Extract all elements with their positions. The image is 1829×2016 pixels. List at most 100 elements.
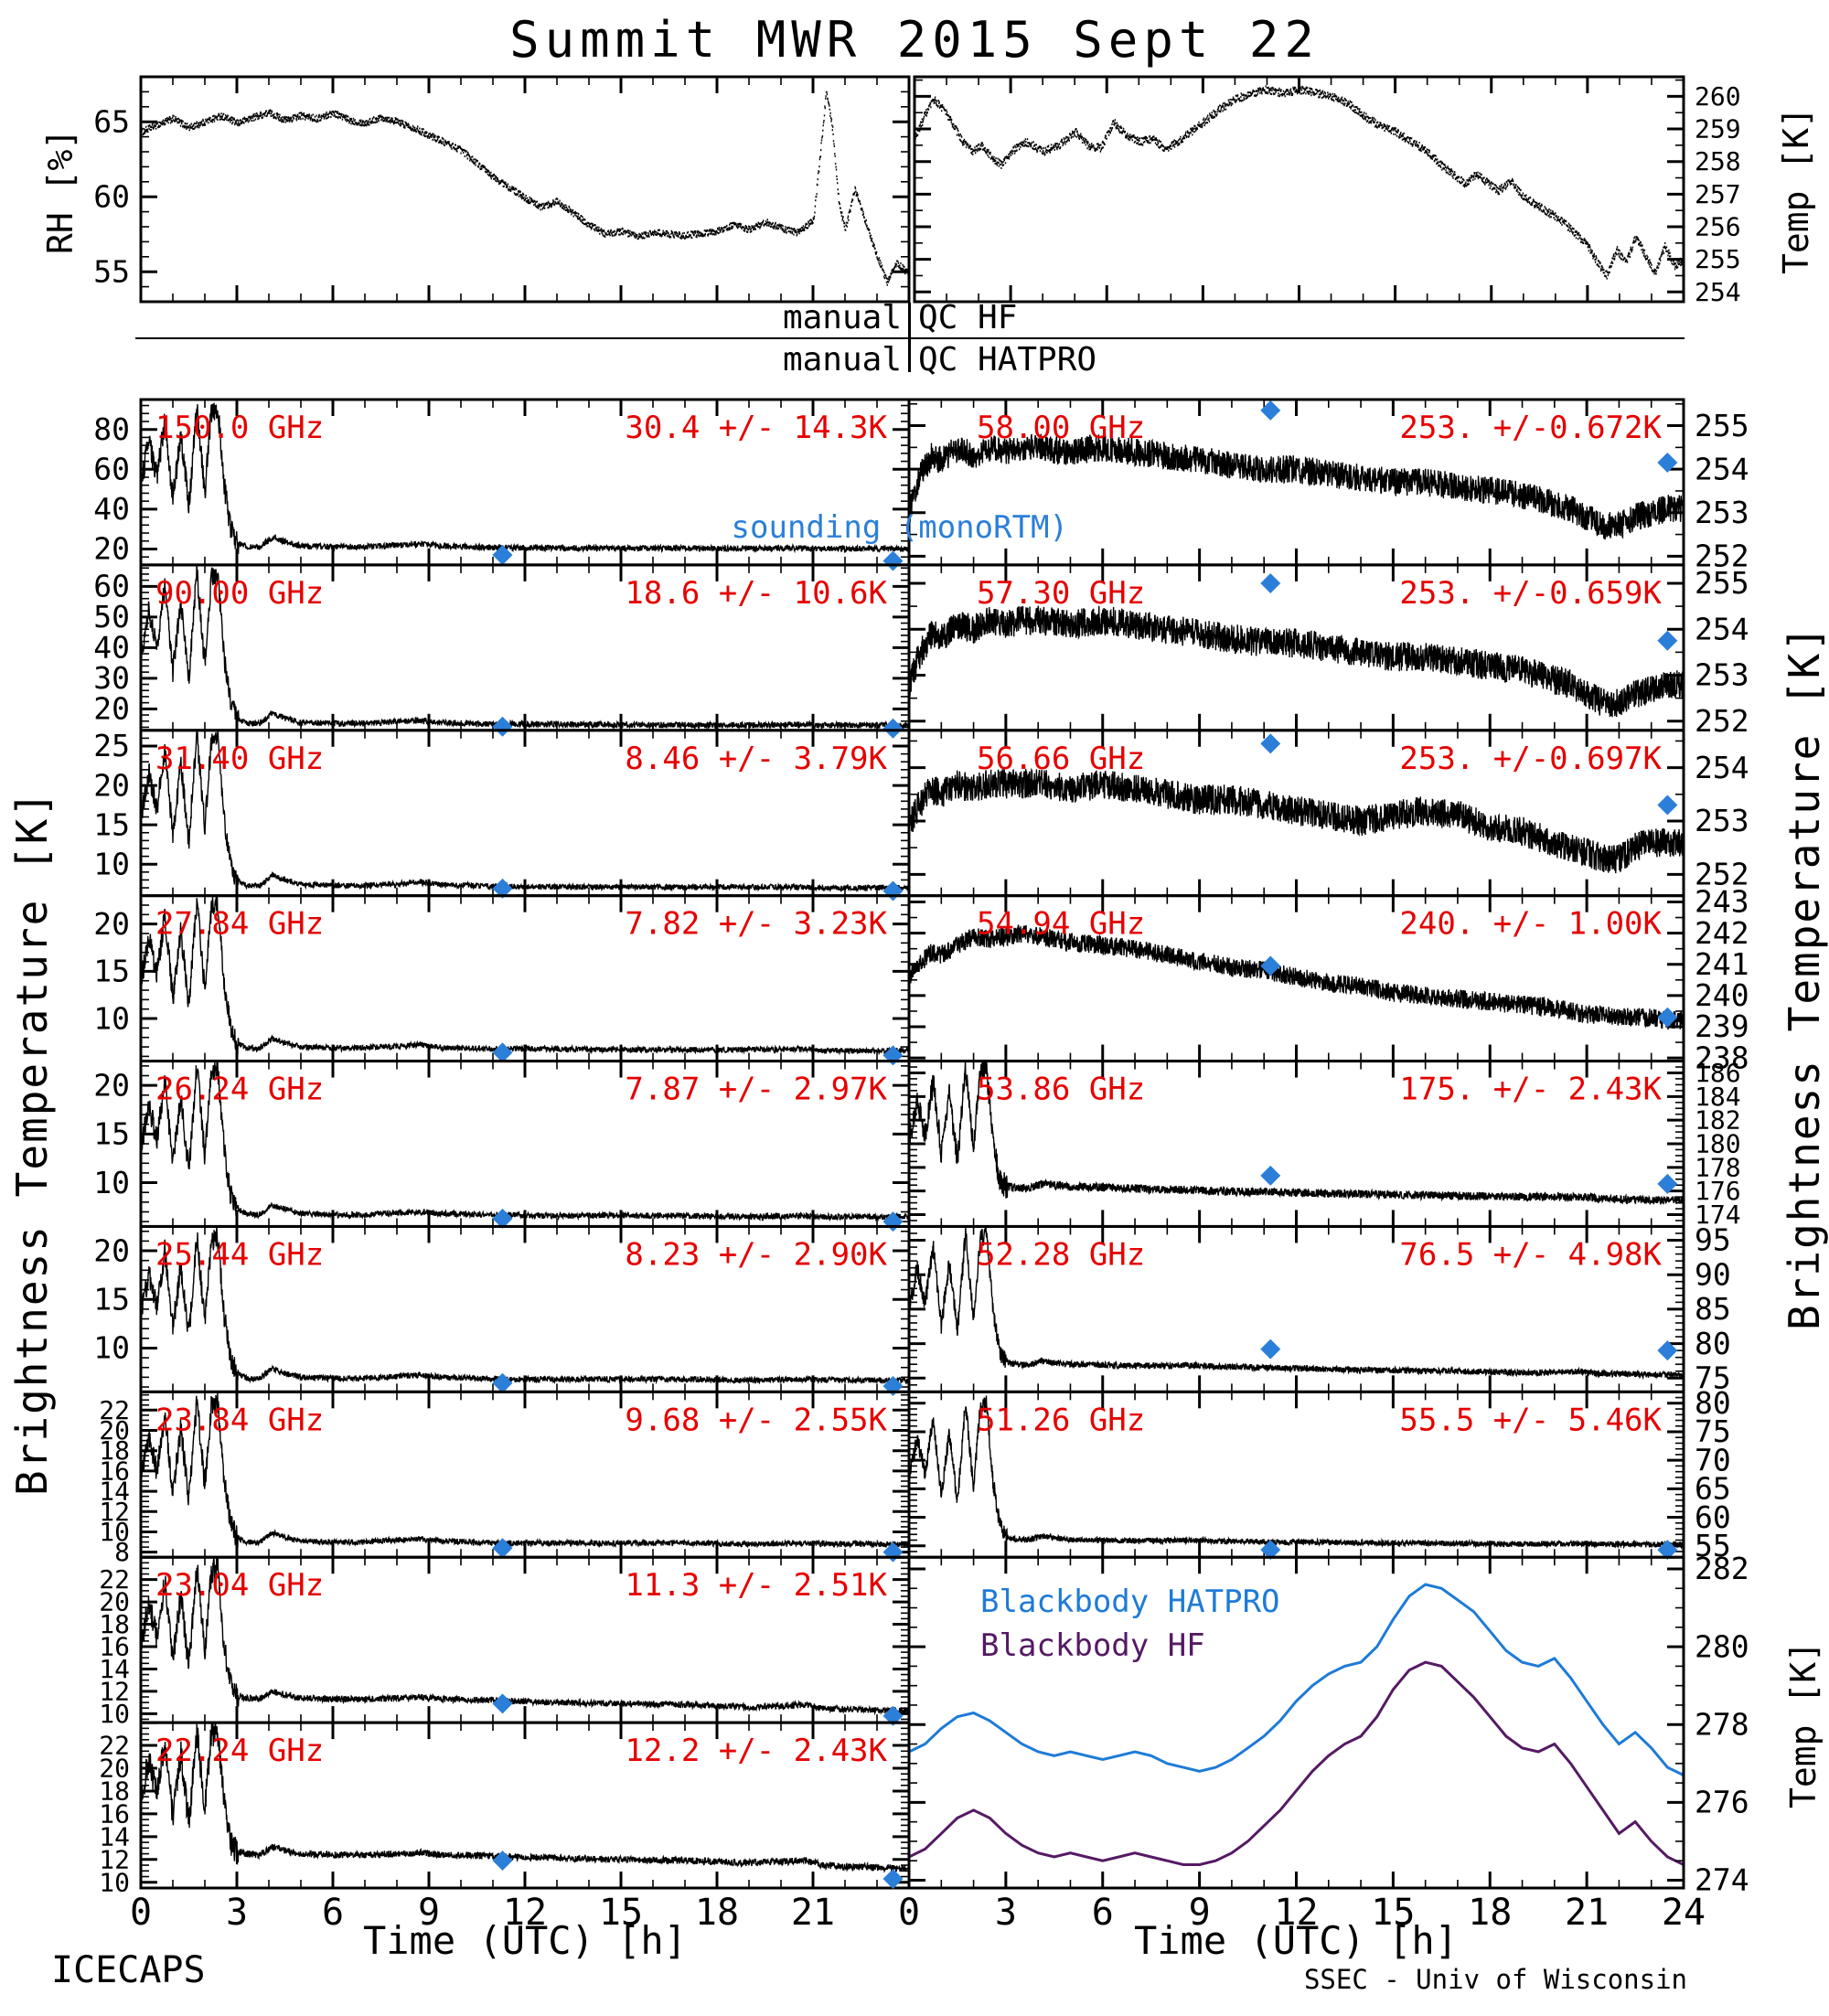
- y-tick-label: 70: [1695, 1442, 1731, 1477]
- x-tick-label: 21: [1565, 1892, 1609, 1934]
- panel-data: [909, 1061, 1684, 1206]
- stat-label: 9.68 +/- 2.55K: [625, 1402, 887, 1438]
- panel-bt-27.84: 10 15 20 27.84 GHz 7.82 +/- 3.23K: [93, 894, 911, 1066]
- freq-label: 23.84 GHz: [155, 1402, 324, 1438]
- y-tick-label: 186: [1695, 1058, 1741, 1088]
- sounding-marker-icon: [492, 544, 513, 565]
- y-tick-label: 30: [93, 660, 130, 696]
- y-tick-label: 259: [1695, 114, 1741, 144]
- stat-label: 11.3 +/- 2.51K: [625, 1567, 887, 1604]
- y-tick-label: 182: [1695, 1105, 1741, 1136]
- sounding-marker-icon: [1657, 1007, 1678, 1028]
- y-tick-label: 12: [99, 1676, 130, 1706]
- sounding-marker-icon: [1657, 1173, 1678, 1194]
- y-tick-label: 20: [99, 1754, 130, 1784]
- x-tick-label: 15: [1371, 1892, 1415, 1934]
- y-tick-label: 75: [1695, 1413, 1731, 1449]
- y-tick-label: 55: [93, 253, 130, 289]
- x-tick-label: 6: [1092, 1892, 1114, 1934]
- y-tick-label: 20: [93, 691, 130, 727]
- y-tick-label: 254: [1695, 611, 1749, 646]
- freq-label: 52.28 GHz: [977, 1236, 1145, 1273]
- freq-label: 25.44 GHz: [155, 1236, 324, 1273]
- y-tick-label: 25: [93, 728, 130, 763]
- y-tick-label: 10: [93, 846, 130, 881]
- stat-label: 30.4 +/- 14.3K: [625, 410, 887, 446]
- y-tick-label: 254: [1695, 277, 1741, 307]
- series-bt-22.24: [141, 1723, 909, 1873]
- sounding-marker-icon: [882, 718, 904, 739]
- y-tick-label: 176: [1695, 1176, 1741, 1206]
- sounding-marker-icon: [492, 716, 513, 737]
- stat-label: 253. +/-0.697K: [1399, 741, 1662, 777]
- y-tick-label: 253: [1695, 657, 1749, 693]
- y-tick-label: 20: [93, 1232, 130, 1268]
- series-rh: [141, 91, 909, 286]
- y-tick-label: 55: [1695, 1528, 1731, 1563]
- sounding-marker-icon: [492, 1372, 513, 1393]
- y-tick-label: 90: [1695, 1256, 1731, 1292]
- y-tick-label: 80: [1695, 1326, 1731, 1361]
- y-tick-label: 15: [93, 954, 130, 989]
- x-tick-label: 21: [791, 1892, 835, 1934]
- axis-ticks: [907, 895, 1685, 1061]
- y-tick-label: 253: [1695, 495, 1749, 530]
- freq-label: 31.40 GHz: [155, 741, 324, 777]
- y-tick-label: 14: [99, 1654, 130, 1684]
- series-bt-58.00: [909, 433, 1684, 540]
- panel-bt-57.30: 252 253 254 255 57.30 GHz 253. +/-0.659K: [907, 563, 1749, 739]
- y-tick-label: 40: [93, 491, 130, 527]
- sounding-marker-icon: [1657, 1540, 1678, 1561]
- y-tick-label: 252: [1695, 857, 1749, 892]
- y-tick-label: 22: [99, 1731, 130, 1761]
- series-ambient-temp: [914, 85, 1684, 280]
- x-tick-label: 3: [995, 1892, 1017, 1934]
- sounding-marker-icon: [492, 1042, 513, 1063]
- y-tick-label: 282: [1695, 1551, 1749, 1586]
- x-tick-label: 12: [503, 1892, 547, 1934]
- freq-label: 56.66 GHz: [977, 741, 1145, 777]
- sounding-marker-icon: [1260, 1339, 1281, 1360]
- axis-ticks: [913, 77, 1685, 302]
- stat-label: 240. +/- 1.00K: [1399, 906, 1662, 943]
- freq-label: 58.00 GHz: [977, 410, 1145, 446]
- y-tick-label: 15: [93, 1116, 130, 1152]
- y-tick-label: 278: [1695, 1706, 1749, 1742]
- series-bt-56.66: [909, 767, 1684, 874]
- y-tick-label: 75: [1695, 1360, 1731, 1395]
- legend-blackbody-hatpro: Blackbody HATPRO: [980, 1584, 1280, 1620]
- x-tick-label: 3: [226, 1892, 248, 1934]
- stat-label: 55.5 +/- 5.46K: [1399, 1402, 1662, 1438]
- x-tick-label: 9: [1189, 1892, 1211, 1934]
- x-tick-label: 9: [418, 1892, 440, 1934]
- freq-label: 51.26 GHz: [977, 1402, 1145, 1438]
- axis-ticks: [139, 564, 911, 731]
- panel-data: [141, 1557, 909, 1716]
- stat-label: 7.82 +/- 3.23K: [625, 906, 887, 943]
- panel-data: [909, 605, 1684, 718]
- y-tick-label: 20: [99, 1587, 130, 1617]
- panel-data: [909, 1583, 1684, 1866]
- y-tick-label: 238: [1695, 1040, 1749, 1075]
- stat-label: 253. +/-0.672K: [1399, 410, 1662, 446]
- y-tick-label: 16: [99, 1456, 130, 1486]
- y-tick-label: 85: [1695, 1291, 1731, 1327]
- y-tick-label: 60: [1695, 1499, 1731, 1535]
- y-tick-label: 178: [1695, 1152, 1741, 1182]
- y-tick-label: 180: [1695, 1129, 1741, 1159]
- y-tick-label: 10: [93, 1000, 130, 1036]
- stat-label: 8.46 +/- 3.79K: [625, 741, 887, 777]
- y-tick-label: 10: [93, 1165, 130, 1200]
- y-tick-label: 20: [93, 531, 130, 567]
- x-tick-label: 15: [599, 1892, 643, 1934]
- x-tick-label: 12: [1274, 1892, 1318, 1934]
